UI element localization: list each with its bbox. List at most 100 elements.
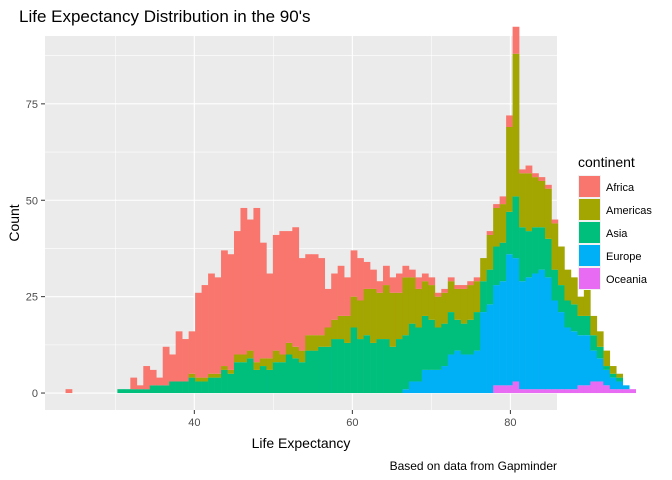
bar-segment-europe: [583, 335, 591, 386]
bar-segment-asia: [486, 269, 494, 305]
bar-segment-africa: [253, 207, 261, 363]
bar-segment-asia: [583, 315, 591, 336]
bar-segment-asia: [376, 339, 384, 394]
bar-segment-asia: [318, 346, 326, 394]
bar-segment-africa: [454, 285, 462, 289]
bar-segment-asia: [370, 342, 377, 394]
bar-segment-americas: [376, 292, 384, 340]
bar-segment-africa: [208, 273, 215, 374]
bar-segment-asia: [324, 346, 332, 394]
bar-segment-asia: [259, 366, 267, 394]
y-axis-ticks: 0 25 50 75: [26, 99, 45, 400]
bar-segment-asia: [253, 369, 261, 394]
bar-segment-americas: [460, 288, 468, 324]
y-tick-label: 75: [26, 99, 38, 111]
bar-segment-asia: [564, 300, 572, 328]
bar-segment-africa: [512, 26, 520, 54]
bar-segment-asia: [344, 342, 351, 394]
bar-segment-europe: [428, 369, 436, 394]
bar-segment-europe: [525, 277, 533, 390]
bar-segment-africa: [331, 273, 338, 320]
bar-segment-asia: [551, 269, 559, 301]
bar-segment-americas: [499, 204, 507, 243]
bar-segment-asia: [188, 377, 196, 394]
bar-segment-asia: [221, 369, 228, 394]
bar-segment-oceania: [583, 385, 591, 394]
bar-segment-europe: [454, 350, 462, 394]
bar-segment-asia: [292, 358, 300, 394]
bar-segment-americas: [221, 366, 228, 370]
bar-segment-africa: [272, 234, 280, 351]
bar-segment-americas: [577, 296, 585, 316]
legend-label-asia: Asia: [606, 228, 628, 240]
bar-segment-americas: [486, 234, 494, 270]
bar-segment-africa: [415, 277, 423, 289]
bar-segment-africa: [544, 184, 552, 189]
bar-segment-africa: [233, 231, 241, 355]
bar-segment-europe: [557, 312, 565, 390]
bar-segment-oceania: [544, 389, 552, 394]
bar-segment-asia: [596, 346, 604, 359]
bar-segment-africa: [298, 258, 306, 351]
bar-segment-europe: [596, 358, 604, 382]
bar-segment-americas: [233, 354, 241, 363]
bar-segment-asia: [227, 373, 235, 394]
bar-segment-americas: [519, 173, 526, 228]
legend-key-americas: [579, 199, 600, 220]
bar-segment-asia: [460, 323, 468, 355]
bar-segment-americas: [480, 258, 487, 282]
bar-segment-europe: [590, 350, 598, 382]
bar-segment-africa: [311, 254, 319, 336]
bar-segment-europe: [506, 254, 513, 386]
bar-segment-africa: [402, 265, 410, 278]
bar-segment-asia: [499, 242, 507, 282]
bar-segment-americas: [408, 277, 416, 324]
bar-segment-asia: [473, 312, 481, 351]
bar-segment-americas: [195, 377, 202, 382]
bar-segment-europe: [564, 327, 572, 390]
bar-segment-asia: [149, 385, 157, 394]
bar-segment-asia: [266, 369, 274, 394]
bar-segment-asia: [272, 362, 280, 394]
bar-segment-americas: [525, 173, 533, 232]
bar-segment-europe: [460, 354, 468, 394]
bar-segment-africa: [143, 366, 151, 390]
bar-segment-africa: [318, 258, 326, 336]
bar-segment-asia: [415, 327, 423, 382]
bar-segment-africa: [162, 346, 170, 386]
bar-segment-africa: [434, 292, 442, 297]
bar-segment-americas: [357, 300, 364, 340]
bar-segment-africa: [383, 265, 390, 286]
bar-segment-americas: [447, 281, 455, 313]
bar-segment-africa: [389, 277, 397, 293]
bar-segment-asia: [246, 358, 254, 394]
x-tick-label: 40: [188, 417, 200, 429]
bar-segment-asia: [201, 381, 209, 394]
bar-segment-europe: [577, 335, 585, 386]
bar-segment-oceania: [596, 381, 604, 394]
bar-segment-europe: [480, 312, 487, 394]
bar-segment-europe: [473, 350, 481, 394]
bar-segment-africa: [227, 254, 235, 370]
bar-segment-asia: [389, 346, 397, 394]
bar-segment-africa: [350, 250, 358, 297]
bar-segment-americas: [583, 288, 591, 316]
bar-segment-europe: [408, 381, 416, 394]
bar-segment-asia: [136, 389, 144, 394]
bar-segment-oceania: [622, 389, 630, 394]
bar-segment-americas: [305, 335, 313, 351]
legend-label-europe: Europe: [606, 251, 641, 263]
legend-key-africa: [579, 176, 600, 197]
bar-segment-americas: [331, 319, 338, 340]
bar-segment-americas: [544, 188, 552, 239]
bar-segment-oceania: [499, 385, 507, 394]
bar-segment-africa: [467, 281, 475, 286]
bars: [65, 26, 636, 394]
bar-segment-africa: [473, 277, 481, 282]
bar-segment-americas: [402, 277, 410, 336]
bar-segment-europe: [486, 304, 494, 394]
bar-segment-oceania: [506, 385, 513, 394]
bar-segment-oceania: [570, 389, 578, 394]
bar-segment-europe: [551, 300, 559, 390]
bar-segment-asia: [447, 312, 455, 355]
